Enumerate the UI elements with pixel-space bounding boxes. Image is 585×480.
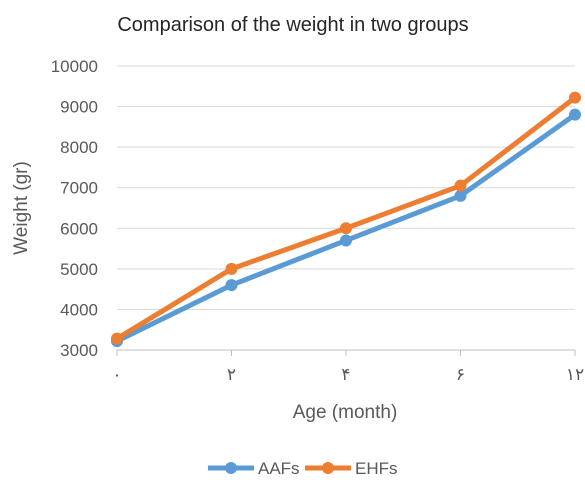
y-tick-label: 4000 — [60, 300, 98, 319]
y-tick-label: 6000 — [60, 219, 98, 238]
chart-title: Comparison of the weight in two groups — [117, 14, 468, 36]
series-line-ehfs — [114, 95, 578, 342]
x-axis-label: Age (month) — [293, 402, 398, 423]
y-tick-label: 7000 — [60, 179, 98, 198]
legend-marker-ehfs — [322, 462, 334, 474]
gridlines — [117, 65, 575, 351]
legend-marker-aafs — [225, 462, 237, 474]
data-point-ehfs — [111, 332, 123, 345]
data-point-aafs — [569, 108, 581, 121]
data-point-ehfs — [454, 179, 467, 192]
y-axis-ticks: 3000 4000 5000 6000 7000 8000 9000 10000 — [51, 57, 98, 360]
y-axis-label: Weight (gr) — [11, 161, 32, 255]
data-point-ehfs — [340, 222, 352, 235]
y-tick-label: 10000 — [51, 57, 98, 76]
data-point-aafs — [454, 189, 467, 202]
y-tick-label: 5000 — [60, 260, 98, 279]
legend-label-aafs: AAFs — [258, 459, 300, 478]
legend: AAFs EHFs — [208, 459, 398, 478]
x-axis: ٠ ٢ ۴ ۶ ١٢ — [112, 350, 584, 384]
x-tick-label: ١٢ — [566, 365, 584, 384]
y-tick-label: 3000 — [60, 341, 98, 360]
y-tick-label: 8000 — [60, 138, 98, 157]
data-point-ehfs — [569, 91, 581, 104]
data-point-aafs — [340, 234, 352, 247]
data-point-aafs — [225, 279, 238, 292]
legend-label-ehfs: EHFs — [355, 459, 398, 478]
x-tick-label: ٢ — [227, 365, 236, 384]
x-tick-label: ۶ — [456, 365, 465, 384]
y-tick-label: 9000 — [60, 98, 98, 117]
series-lines — [111, 91, 581, 348]
data-point-ehfs — [225, 262, 238, 275]
x-tick-label: ۴ — [341, 365, 350, 384]
x-tick-label: ٠ — [112, 365, 121, 384]
